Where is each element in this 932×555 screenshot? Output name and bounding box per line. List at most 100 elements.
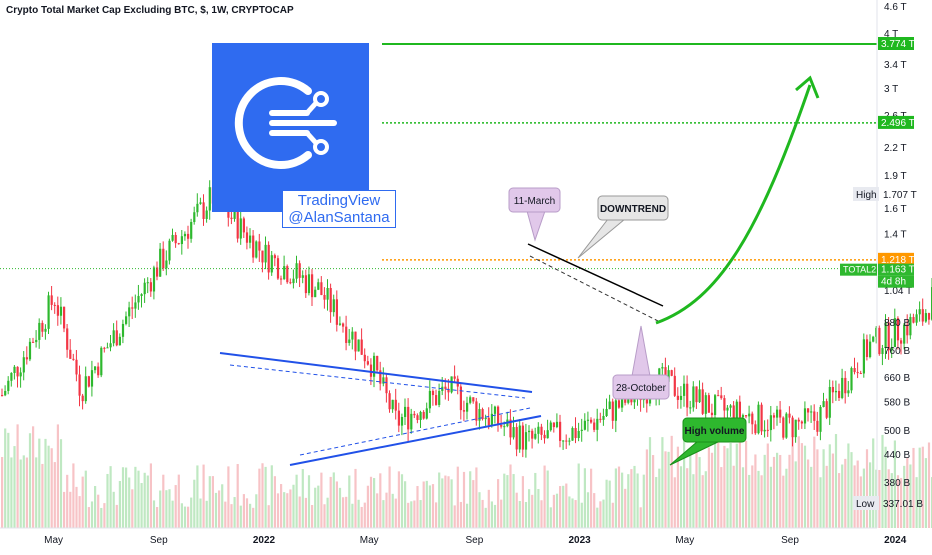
candle-body xyxy=(56,305,59,316)
candle-body xyxy=(50,295,53,305)
candle-body xyxy=(865,339,869,358)
volume-bar xyxy=(183,506,187,528)
candle-body xyxy=(757,404,760,434)
volume-bar xyxy=(382,500,385,528)
candle-body xyxy=(695,386,698,403)
volume-callout: High volume xyxy=(669,417,747,466)
time-tick-label: 2022 xyxy=(253,535,276,546)
downtrend-dashed-line xyxy=(529,255,661,323)
volume-bar xyxy=(227,466,230,528)
price-tick-label: 760 B xyxy=(884,346,910,357)
time-tick-label: May xyxy=(44,535,63,546)
volume-bar xyxy=(847,443,850,528)
volume-bar xyxy=(729,443,732,528)
candle-body xyxy=(7,380,10,391)
volume-bar xyxy=(794,461,797,528)
march-callout-box xyxy=(508,187,561,213)
candle-body xyxy=(106,347,109,349)
candle-body xyxy=(521,425,524,450)
volume-bar xyxy=(298,496,301,528)
candle-body xyxy=(878,327,881,355)
time-tick-label: Sep xyxy=(466,535,484,546)
volume-bar xyxy=(515,492,518,528)
candle-body xyxy=(574,428,577,439)
volume-bar xyxy=(407,502,410,528)
volume-bar xyxy=(190,497,193,528)
volume-bar xyxy=(214,492,218,528)
candle-body xyxy=(360,339,363,355)
volume-bar xyxy=(797,436,800,528)
volume-bar xyxy=(521,476,524,528)
candle-body xyxy=(500,425,503,427)
price-tick-label: 580 B xyxy=(884,397,910,408)
volume-bar xyxy=(624,488,627,528)
volume-bar xyxy=(329,476,332,528)
watermark-line-1: TradingView xyxy=(297,192,381,209)
candle-body xyxy=(168,240,171,261)
candle-body xyxy=(304,275,307,294)
candle-body xyxy=(617,400,621,408)
volume-bar xyxy=(97,494,100,528)
volume-bar xyxy=(590,468,593,528)
candle-body xyxy=(230,217,233,219)
volume-bar xyxy=(779,454,782,528)
volume-bar xyxy=(394,498,397,528)
volume-bar xyxy=(44,438,47,528)
volume-bar xyxy=(605,479,608,528)
triangle-lower-line xyxy=(289,415,542,466)
price-tick-label: 4.6 T xyxy=(884,2,907,13)
volume-bar xyxy=(528,489,531,528)
volume-bar xyxy=(636,473,639,528)
candle-body xyxy=(94,366,97,371)
volume-bar xyxy=(652,455,655,528)
volume-bar xyxy=(686,468,689,528)
price-tick-label: 3.4 T xyxy=(884,60,907,71)
volume-bar xyxy=(345,496,348,528)
candle-body xyxy=(369,364,373,377)
volume-bar xyxy=(400,474,404,528)
projection-arrowhead xyxy=(795,75,820,99)
volume-bar xyxy=(239,505,242,528)
candle-body xyxy=(549,422,552,431)
candle-body xyxy=(276,258,280,279)
candle-body xyxy=(75,359,78,375)
volume-bar xyxy=(261,463,264,528)
candle-body xyxy=(453,376,456,379)
low-label: Low xyxy=(856,499,875,510)
candle-body xyxy=(53,304,56,306)
volume-bar xyxy=(283,492,286,528)
volume-bar xyxy=(90,501,94,528)
triangle-upper-line xyxy=(219,352,533,393)
resistance-tag-bg xyxy=(878,252,914,266)
candle-body xyxy=(66,328,69,350)
candle-body xyxy=(366,361,369,365)
volume-bar xyxy=(679,466,683,528)
candle-body xyxy=(800,421,803,424)
candle-body xyxy=(803,408,807,424)
volume-bar xyxy=(165,490,168,528)
candle-body xyxy=(487,417,490,426)
candle-body xyxy=(143,282,146,295)
march-callout: 11-March xyxy=(508,187,561,242)
candle-body xyxy=(890,347,893,351)
downtrend-callout-pointer xyxy=(577,218,627,259)
candle-body xyxy=(580,429,583,431)
candle-body xyxy=(348,339,351,343)
volume-bar xyxy=(642,474,645,528)
price-tick-label: 380 B xyxy=(884,478,910,489)
volume-bar xyxy=(617,466,621,528)
volume-bar xyxy=(865,449,869,528)
volume-bar xyxy=(69,491,72,528)
volume-bar xyxy=(180,503,183,528)
candle-body xyxy=(289,282,292,284)
volume-bar xyxy=(366,485,369,528)
volume-bar xyxy=(912,447,915,528)
volume-bar xyxy=(831,453,834,528)
volume-bar xyxy=(717,439,720,528)
volume-bar xyxy=(478,492,481,528)
volume-bar xyxy=(332,472,335,528)
volume-bar xyxy=(100,507,103,528)
downtrend-callout: DOWNTREND xyxy=(577,195,669,259)
